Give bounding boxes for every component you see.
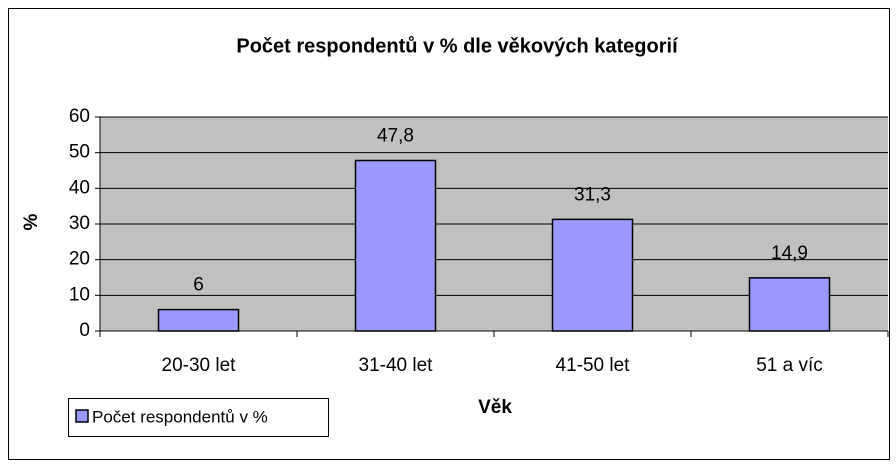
y-tick-label: 0 bbox=[79, 320, 90, 341]
y-tick-label: 50 bbox=[69, 142, 90, 163]
value-label: 47,8 bbox=[377, 126, 414, 147]
y-tick-label: 20 bbox=[69, 249, 90, 270]
value-label: 6 bbox=[193, 275, 204, 296]
bar bbox=[157, 308, 240, 332]
legend-swatch bbox=[75, 409, 89, 423]
y-tick-label: 40 bbox=[69, 177, 90, 198]
legend-label: Počet respondentů v % bbox=[92, 407, 268, 426]
x-axis-label: Věk bbox=[478, 397, 512, 418]
x-tick-label: 41-50 let bbox=[556, 355, 631, 376]
y-tick-label: 10 bbox=[69, 284, 90, 305]
x-tick-label: 20-30 let bbox=[162, 355, 237, 376]
bar bbox=[354, 159, 437, 332]
x-tick-label: 51 a víc bbox=[756, 355, 823, 376]
value-label: 31,3 bbox=[574, 184, 611, 205]
legend-box bbox=[68, 398, 329, 437]
bar bbox=[748, 277, 831, 332]
chart-title: Počet respondentů v % dle věkových kateg… bbox=[236, 35, 679, 57]
x-tick-label: 31-40 let bbox=[359, 355, 434, 376]
y-tick-label: 60 bbox=[69, 106, 90, 127]
bar bbox=[551, 218, 634, 332]
y-tick-label: 30 bbox=[69, 213, 90, 234]
value-label: 14,9 bbox=[771, 243, 808, 264]
y-axis-label: % bbox=[21, 213, 42, 230]
